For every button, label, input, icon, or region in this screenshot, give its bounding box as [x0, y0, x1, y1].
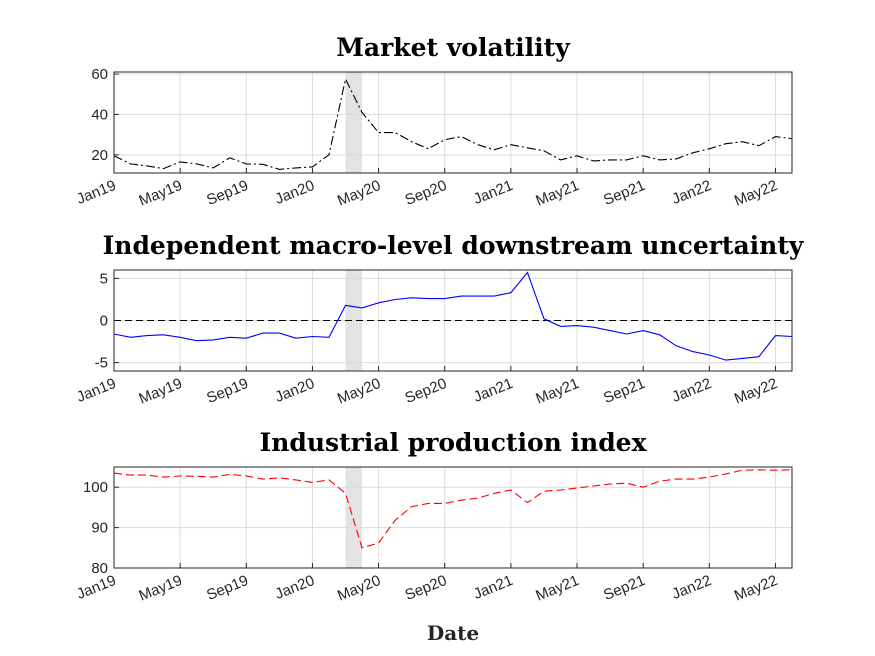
- x-tick-label: May21: [533, 177, 581, 210]
- x-tick-label: Sep20: [403, 375, 450, 407]
- x-tick-label: Jan20: [273, 375, 317, 406]
- x-tick-label: Jan20: [273, 177, 317, 208]
- x-tick-label: Jan22: [670, 177, 714, 208]
- x-tick-label: May22: [732, 375, 780, 408]
- plot-area: [114, 72, 792, 173]
- y-tick-label: 80: [91, 560, 108, 577]
- y-tick-label: 100: [83, 479, 108, 496]
- x-tick-label: May21: [533, 572, 581, 605]
- y-tick-label: -5: [95, 355, 108, 372]
- x-tick-label: Sep19: [204, 572, 251, 604]
- y-tick-label: 90: [91, 520, 108, 537]
- x-tick-label: Sep21: [601, 375, 648, 407]
- x-tick-label: May19: [137, 177, 185, 210]
- chart-title: Industrial production index: [260, 428, 648, 457]
- panel-macro-uncertainty: Independent macro-level downstream uncer…: [74, 231, 805, 408]
- x-tick-label: Jan21: [471, 572, 515, 603]
- x-tick-label: Sep21: [601, 572, 648, 604]
- chart-title: Market volatility: [336, 33, 571, 62]
- x-tick-label: Jan21: [471, 375, 515, 406]
- axes-box: [113, 466, 793, 569]
- axes-box: [113, 269, 793, 372]
- panel-market-volatility: Market volatility Jan19 May19 Sep19 Jan20 May…: [74, 33, 793, 210]
- y-tick-label: 0: [100, 313, 108, 330]
- y-tick-label: 60: [91, 66, 108, 83]
- x-tick-label: Jan22: [670, 572, 714, 603]
- x-tick-label: May21: [533, 375, 581, 408]
- x-tick-label: Sep21: [601, 177, 648, 209]
- x-tick-label: May19: [137, 375, 185, 408]
- x-tick-label: Jan22: [670, 375, 714, 406]
- y-tick-label: 20: [91, 147, 108, 164]
- x-tick-label: Sep20: [403, 572, 450, 604]
- x-tick-label: Jan21: [471, 177, 515, 208]
- axes-box: [113, 71, 793, 174]
- x-tick-label: May20: [335, 177, 383, 210]
- x-tick-label: Jan20: [273, 572, 317, 603]
- x-tick-label: Sep20: [403, 177, 450, 209]
- series-line: [113, 469, 793, 549]
- x-tick-label: May20: [335, 375, 383, 408]
- shaded-period: [345, 72, 363, 173]
- x-tick-label: May20: [335, 572, 383, 605]
- x-tick-label: Jan19: [74, 375, 118, 406]
- x-tick-label: Jan19: [74, 177, 118, 208]
- x-axis-label: Date: [427, 621, 479, 645]
- x-tick-label: Sep19: [204, 375, 251, 407]
- plot-area: [114, 467, 792, 568]
- shaded-period: [345, 467, 363, 568]
- x-tick-label: May19: [137, 572, 185, 605]
- x-tick-label: May22: [732, 572, 780, 605]
- x-tick-label: May22: [732, 177, 780, 210]
- chart-title: Independent macro-level downstream uncer…: [103, 231, 805, 260]
- y-tick-label: 40: [91, 106, 108, 123]
- y-tick-label: 5: [100, 270, 108, 287]
- series-line: [113, 77, 793, 170]
- x-tick-label: Sep19: [204, 177, 251, 209]
- series-line: [113, 271, 793, 361]
